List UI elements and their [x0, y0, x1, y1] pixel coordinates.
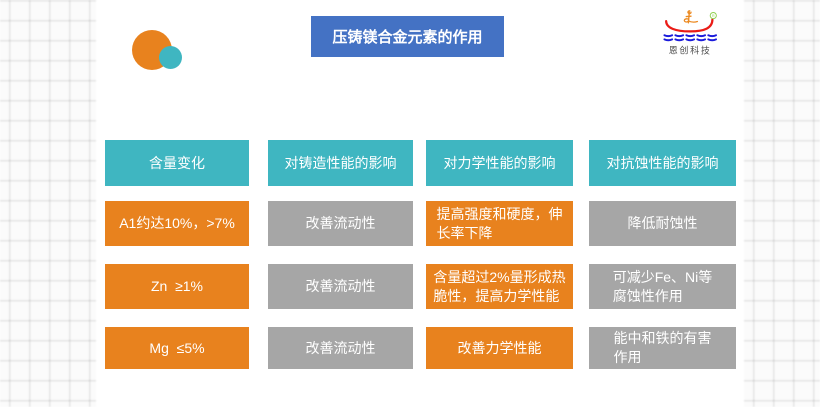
- svg-text:恩创科技: 恩创科技: [669, 45, 712, 56]
- svg-text:R: R: [712, 14, 715, 18]
